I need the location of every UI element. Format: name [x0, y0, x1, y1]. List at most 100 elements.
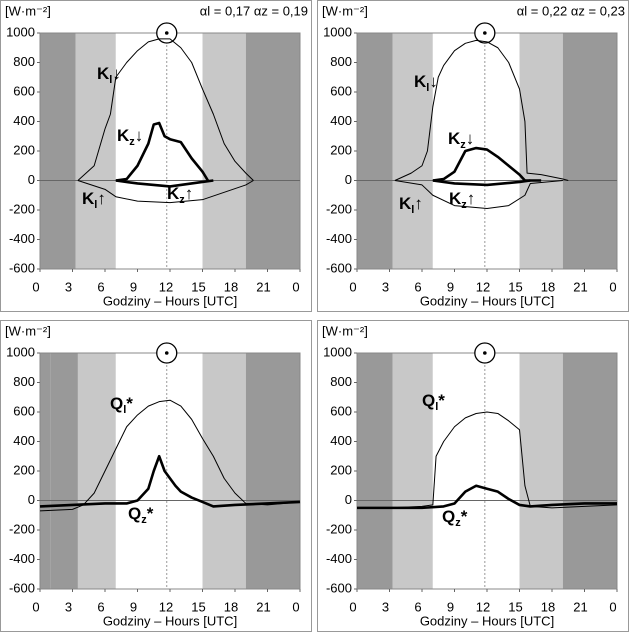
series-line [115, 121, 210, 182]
x-tick-label: 15 [508, 279, 522, 294]
y-tick-label: 0 [28, 172, 35, 187]
y-tick-label: 600 [330, 83, 352, 98]
x-tick-label: 12 [476, 279, 490, 294]
y-tick-label: 200 [330, 462, 352, 477]
y-tick-label: -200 [9, 201, 35, 216]
y-tick-label: -400 [9, 231, 35, 246]
x-tick-label: 12 [476, 599, 490, 614]
y-tick-label: 0 [345, 492, 352, 507]
series-line [77, 180, 254, 204]
series-label: Qz* [442, 507, 468, 528]
panel: -600 -400 -200 0 200 400 600 800 1000 0 3 6 9 12 15 18 2… [317, 320, 629, 632]
daylight-band [562, 353, 617, 589]
daylight-band [245, 33, 300, 269]
series-label: Kz↓ [448, 129, 474, 150]
sun-dot [164, 31, 169, 35]
y-tick-label: -600 [9, 580, 35, 595]
series-label: Kl↓ [97, 64, 121, 85]
daylight-band [202, 353, 246, 589]
daylight-band [75, 33, 116, 269]
y-axis-label: [W·m⁻²] [322, 3, 368, 18]
x-tick-label: 18 [541, 599, 555, 614]
daylight-band [77, 353, 116, 589]
series-line [357, 484, 617, 510]
y-tick-label: 600 [13, 403, 35, 418]
x-tick-label: 21 [256, 279, 270, 294]
x-tick-label: 0 [32, 279, 39, 294]
y-tick-label: -600 [326, 580, 352, 595]
x-tick-label: 15 [508, 599, 522, 614]
y-tick-label: 800 [13, 54, 35, 69]
y-tick-label: -200 [326, 201, 352, 216]
x-tick-label: 18 [224, 279, 238, 294]
y-tick-label: 800 [13, 374, 35, 389]
x-axis-label: Godziny – Hours [UTC] [420, 293, 554, 308]
x-tick-label: 18 [541, 279, 555, 294]
y-tick-label: 600 [330, 403, 352, 418]
daylight-band [392, 33, 433, 269]
daylight-band [392, 353, 433, 589]
sun-dot [164, 351, 169, 355]
y-tick-label: 400 [13, 433, 35, 448]
y-tick-label: 400 [330, 433, 352, 448]
series-label: Kl↑ [399, 194, 423, 215]
x-axis-label: Godziny – Hours [UTC] [103, 613, 237, 628]
x-tick-label: 3 [65, 599, 72, 614]
series-line [39, 399, 301, 512]
y-tick-label: 1000 [6, 344, 35, 359]
y-tick-label: 600 [13, 83, 35, 98]
series-line [432, 146, 542, 182]
y-tick-label: 200 [330, 142, 352, 157]
y-tick-label: 800 [330, 374, 352, 389]
y-tick-label: -400 [326, 551, 352, 566]
series-label: Kl↑ [82, 189, 106, 210]
daylight-band [432, 33, 520, 269]
x-tick-label: 15 [191, 599, 205, 614]
y-axis-label: [W·m⁻²] [5, 323, 51, 338]
x-tick-label: 9 [447, 279, 454, 294]
x-tick-label: 0 [292, 279, 299, 294]
panel: -600 -400 -200 0 200 400 600 800 1000 0 3 6 9 12 15 18 2… [0, 320, 312, 632]
series-label: Qz* [128, 504, 154, 525]
y-tick-label: 0 [28, 492, 35, 507]
series-label: Kz↑ [449, 189, 475, 210]
x-tick-label: 6 [414, 279, 421, 294]
y-tick-label: -200 [326, 521, 352, 536]
annotation: αl = 0,17 αz = 0,19 [200, 3, 308, 18]
y-tick-label: -400 [9, 551, 35, 566]
y-tick-label: 200 [13, 142, 35, 157]
x-tick-label: 21 [573, 279, 587, 294]
y-axis-label: [W·m⁻²] [5, 3, 51, 18]
x-tick-label: 0 [292, 599, 299, 614]
series-label: Kz↑ [167, 184, 193, 205]
y-tick-label: -600 [326, 260, 352, 275]
daylight-band [202, 33, 246, 269]
x-tick-label: 9 [130, 599, 137, 614]
series-line [394, 39, 569, 181]
y-tick-label: 200 [13, 462, 35, 477]
y-tick-label: -200 [9, 521, 35, 536]
x-tick-label: 12 [159, 599, 173, 614]
x-tick-label: 3 [382, 599, 389, 614]
daylight-band [432, 353, 520, 589]
daylight-band [40, 33, 76, 269]
series-line [432, 179, 531, 187]
y-tick-label: -600 [9, 260, 35, 275]
y-tick-label: 1000 [323, 24, 352, 39]
x-tick-label: 0 [32, 599, 39, 614]
x-tick-label: 6 [97, 279, 104, 294]
x-tick-label: 6 [97, 599, 104, 614]
x-tick-label: 9 [130, 279, 137, 294]
x-axis-label: Godziny – Hours [UTC] [103, 293, 237, 308]
daylight-band [562, 33, 617, 269]
daylight-band [357, 33, 393, 269]
x-tick-label: 21 [256, 599, 270, 614]
daylight-band [245, 353, 300, 589]
x-tick-label: 21 [573, 599, 587, 614]
x-tick-label: 3 [382, 279, 389, 294]
series-line [115, 179, 214, 188]
series-line [394, 180, 563, 210]
y-axis-label: [W·m⁻²] [322, 323, 368, 338]
series-label: Ql* [422, 391, 445, 412]
